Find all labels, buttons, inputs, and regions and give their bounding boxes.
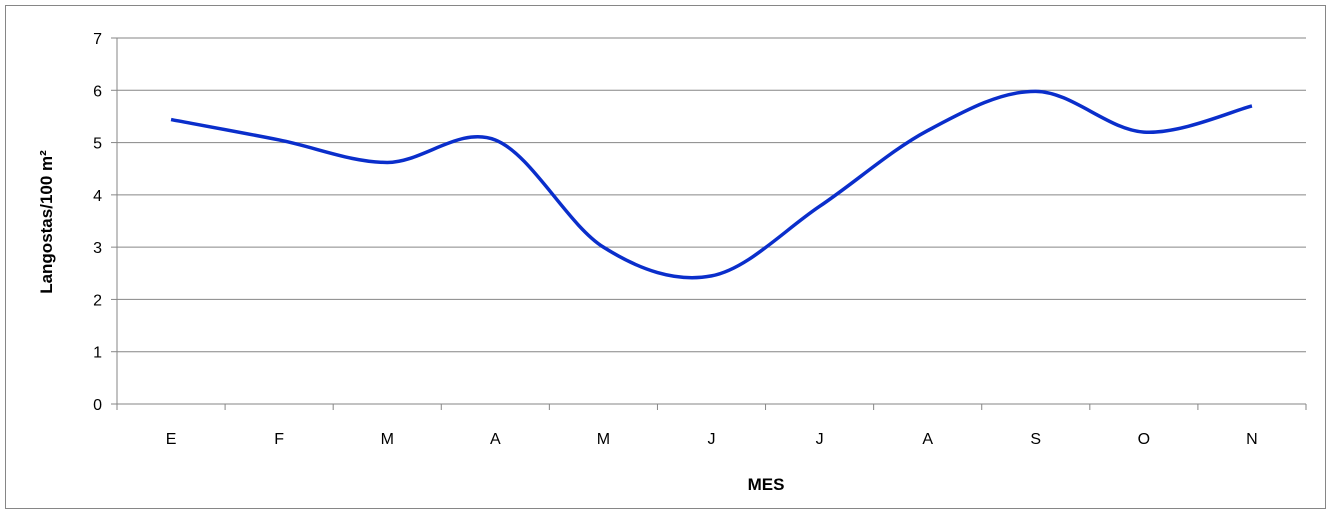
gridlines (117, 37, 1306, 353)
x-tick-label-4: M (597, 431, 610, 448)
x-tick-label-9: O (1138, 431, 1150, 448)
data-point-10 (1250, 104, 1254, 108)
x-axis-title: MES (748, 475, 785, 494)
x-tick-label-5: J (708, 431, 716, 448)
data-point-0 (169, 118, 173, 122)
y-tick-label-3: 3 (93, 240, 102, 257)
axes (111, 37, 1307, 410)
x-tick-label-3: A (490, 431, 501, 448)
y-tick-label-4: 4 (93, 188, 102, 205)
data-point-8 (1034, 89, 1038, 93)
data-point-2 (385, 160, 389, 164)
x-tick-label-8: S (1030, 431, 1041, 448)
data-point-9 (1142, 130, 1146, 134)
y-tick-label-5: 5 (93, 136, 102, 153)
data-point-6 (818, 204, 822, 208)
x-tick-label-0: E (166, 431, 177, 448)
data-point-5 (710, 274, 714, 278)
series-line-0 (170, 89, 1253, 280)
chart-frame (5, 5, 1326, 509)
x-tick-label-7: A (922, 431, 933, 448)
y-tick-labels: 0 1 2 3 4 5 6 7 (93, 31, 102, 414)
series-layer (169, 89, 1254, 280)
y-axis-title: Langostas/100 m² (37, 150, 56, 294)
data-point-1 (277, 138, 281, 142)
x-tick-label-6: J (816, 431, 824, 448)
x-tick-label-1: F (274, 431, 284, 448)
y-tick-label-6: 6 (93, 83, 102, 100)
y-tick-label-0: 0 (93, 397, 102, 414)
data-point-3 (493, 138, 497, 142)
data-point-7 (926, 129, 930, 133)
y-tick-label-7: 7 (93, 31, 102, 48)
y-tick-label-2: 2 (93, 292, 102, 309)
x-tick-label-10: N (1246, 431, 1258, 448)
x-tick-label-2: M (381, 431, 394, 448)
y-tick-label-1: 1 (93, 345, 102, 362)
data-point-4 (601, 245, 605, 249)
